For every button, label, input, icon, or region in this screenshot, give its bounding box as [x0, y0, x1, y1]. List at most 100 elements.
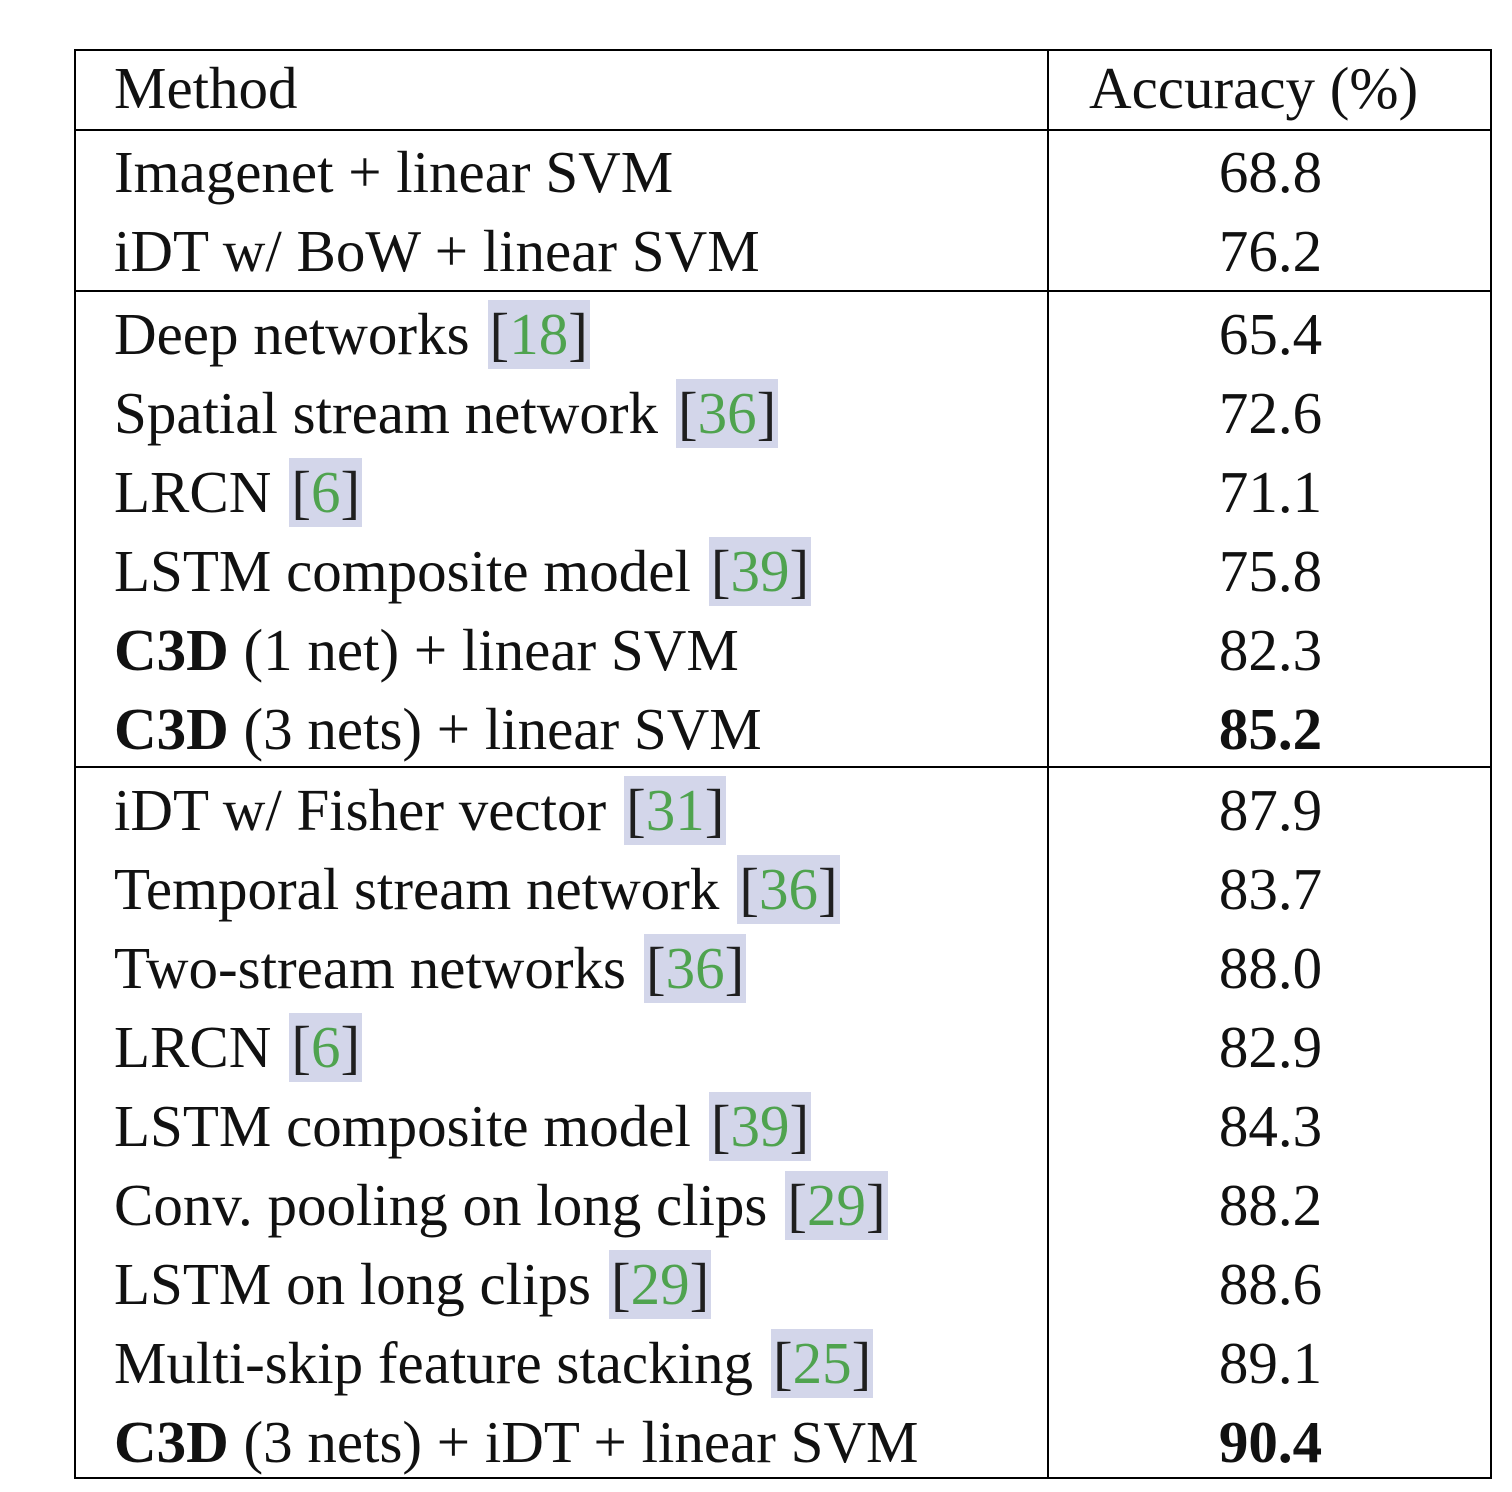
table-row: Multi-skip feature stacking [25] 89.1 — [74, 1324, 1492, 1403]
citation-link[interactable]: [29] — [608, 1250, 712, 1319]
citation-link[interactable]: [36] — [737, 855, 840, 924]
accuracy-cell: 89.1 — [1218, 1330, 1323, 1396]
method-bold-name: C3D — [114, 617, 229, 683]
method-bold-name: C3D — [114, 696, 229, 762]
accuracy-cell: 72.6 — [1218, 380, 1323, 446]
citation-link[interactable]: [36] — [644, 934, 747, 1003]
table-row: LSTM on long clips [29] 88.6 — [74, 1245, 1492, 1324]
method-cell: C3D (1 net) + linear SVM — [114, 611, 739, 690]
group-rule-2 — [74, 766, 1492, 768]
citation-number[interactable]: 18 — [509, 301, 569, 367]
method-name: LSTM composite model — [114, 1093, 691, 1159]
table-row: LRCN [6] 82.9 — [74, 1008, 1492, 1087]
accuracy-cell: 75.8 — [1218, 538, 1323, 604]
method-name: (3 nets) + linear SVM — [228, 696, 762, 762]
table-row: Two-stream networks [36] 88.0 — [74, 929, 1492, 1008]
method-cell: iDT w/ Fisher vector [31] — [114, 771, 727, 850]
method-cell: iDT w/ BoW + linear SVM — [114, 212, 760, 291]
table-row: C3D (1 net) + linear SVM 82.3 — [74, 611, 1492, 690]
table-row: Imagenet + linear SVM 68.8 — [74, 133, 1492, 212]
method-name: (1 net) + linear SVM — [228, 617, 739, 683]
method-cell: Deep networks [18] — [114, 295, 590, 374]
citation-link[interactable]: [18] — [487, 300, 590, 369]
table-row: Conv. pooling on long clips [29] 88.2 — [74, 1166, 1492, 1245]
method-name: Temporal stream network — [114, 856, 720, 922]
method-cell: LRCN [6] — [114, 453, 363, 532]
citation-number[interactable]: 29 — [630, 1251, 690, 1317]
method-cell: Spatial stream network [36] — [114, 374, 779, 453]
table-row: iDT w/ BoW + linear SVM 76.2 — [74, 212, 1492, 291]
method-bold-name: C3D — [114, 1409, 229, 1475]
citation-number[interactable]: 6 — [311, 459, 341, 525]
citation-link[interactable]: [31] — [624, 776, 727, 845]
accuracy-cell: 76.2 — [1218, 218, 1323, 284]
method-name: LRCN — [114, 1014, 272, 1080]
citation-number[interactable]: 39 — [730, 1093, 790, 1159]
citation-link[interactable]: [39] — [708, 1092, 812, 1161]
method-name: Two-stream networks — [114, 935, 626, 1001]
citation-number[interactable]: 29 — [807, 1172, 867, 1238]
method-cell: LSTM composite model [39] — [114, 532, 812, 611]
method-name: LSTM on long clips — [114, 1251, 591, 1317]
accuracy-cell: 68.8 — [1218, 139, 1323, 205]
method-name: Conv. pooling on long clips — [114, 1172, 768, 1238]
citation-link[interactable]: [39] — [708, 537, 812, 606]
header-rule — [74, 129, 1492, 131]
citation-number[interactable]: 6 — [311, 1014, 341, 1080]
header-row: Method Accuracy (%) — [74, 49, 1492, 128]
method-name: LRCN — [114, 459, 272, 525]
method-cell: Temporal stream network [36] — [114, 850, 840, 929]
method-cell: LSTM composite model [39] — [114, 1087, 812, 1166]
citation-link[interactable]: [36] — [675, 379, 779, 448]
method-name: Imagenet + linear SVM — [114, 139, 674, 205]
method-cell: Conv. pooling on long clips [29] — [114, 1166, 888, 1245]
method-cell: Two-stream networks [36] — [114, 929, 747, 1008]
accuracy-cell: 90.4 — [1218, 1409, 1323, 1475]
method-cell: Imagenet + linear SVM — [114, 133, 673, 212]
method-name: Multi-skip feature stacking — [114, 1330, 754, 1396]
citation-number[interactable]: 31 — [645, 777, 705, 843]
citation-number[interactable]: 36 — [697, 380, 757, 446]
table-row: LSTM composite model [39] 84.3 — [74, 1087, 1492, 1166]
method-name: LSTM composite model — [114, 538, 691, 604]
method-name: iDT w/ BoW + linear SVM — [114, 218, 760, 284]
results-table: Method Accuracy (%) Imagenet + linear SV… — [74, 49, 1492, 1479]
accuracy-cell: 82.9 — [1218, 1014, 1323, 1080]
citation-number[interactable]: 36 — [758, 856, 818, 922]
table-row: LRCN [6] 71.1 — [74, 453, 1492, 532]
method-name: Spatial stream network — [114, 380, 658, 446]
table-border — [74, 49, 1492, 1479]
column-divider — [1047, 49, 1049, 1479]
method-cell: LSTM on long clips [29] — [114, 1245, 712, 1324]
accuracy-cell: 87.9 — [1218, 777, 1323, 843]
table-row: LSTM composite model [39] 75.8 — [74, 532, 1492, 611]
table-row: Temporal stream network [36] 83.7 — [74, 850, 1492, 929]
citation-number[interactable]: 36 — [665, 935, 725, 1001]
method-name: Deep networks — [114, 301, 470, 367]
citation-number[interactable]: 25 — [792, 1330, 852, 1396]
group-rule-1 — [74, 290, 1492, 292]
accuracy-cell: 84.3 — [1218, 1093, 1323, 1159]
method-cell: Multi-skip feature stacking [25] — [114, 1324, 874, 1403]
accuracy-cell: 71.1 — [1218, 459, 1323, 525]
accuracy-cell: 83.7 — [1218, 856, 1323, 922]
method-cell: C3D (3 nets) + iDT + linear SVM — [114, 1403, 919, 1482]
method-name: iDT w/ Fisher vector — [114, 777, 607, 843]
method-name: (3 nets) + iDT + linear SVM — [228, 1409, 919, 1475]
accuracy-cell: 88.2 — [1218, 1172, 1323, 1238]
citation-link[interactable]: [6] — [289, 458, 363, 527]
citation-link[interactable]: [25] — [771, 1329, 874, 1398]
accuracy-cell: 82.3 — [1218, 617, 1323, 683]
table-row: iDT w/ Fisher vector [31] 87.9 — [74, 771, 1492, 850]
method-cell: LRCN [6] — [114, 1008, 363, 1087]
method-header: Method — [114, 55, 298, 121]
table-row: Spatial stream network [36] 72.6 — [74, 374, 1492, 453]
accuracy-cell: 65.4 — [1218, 301, 1323, 367]
citation-link[interactable]: [29] — [785, 1171, 888, 1240]
citation-link[interactable]: [6] — [289, 1013, 363, 1082]
table-row: C3D (3 nets) + linear SVM 85.2 — [74, 690, 1492, 769]
citation-number[interactable]: 39 — [730, 538, 790, 604]
accuracy-cell: 88.6 — [1218, 1251, 1323, 1317]
accuracy-header: Accuracy (%) — [1089, 55, 1419, 121]
accuracy-cell: 85.2 — [1218, 696, 1323, 762]
